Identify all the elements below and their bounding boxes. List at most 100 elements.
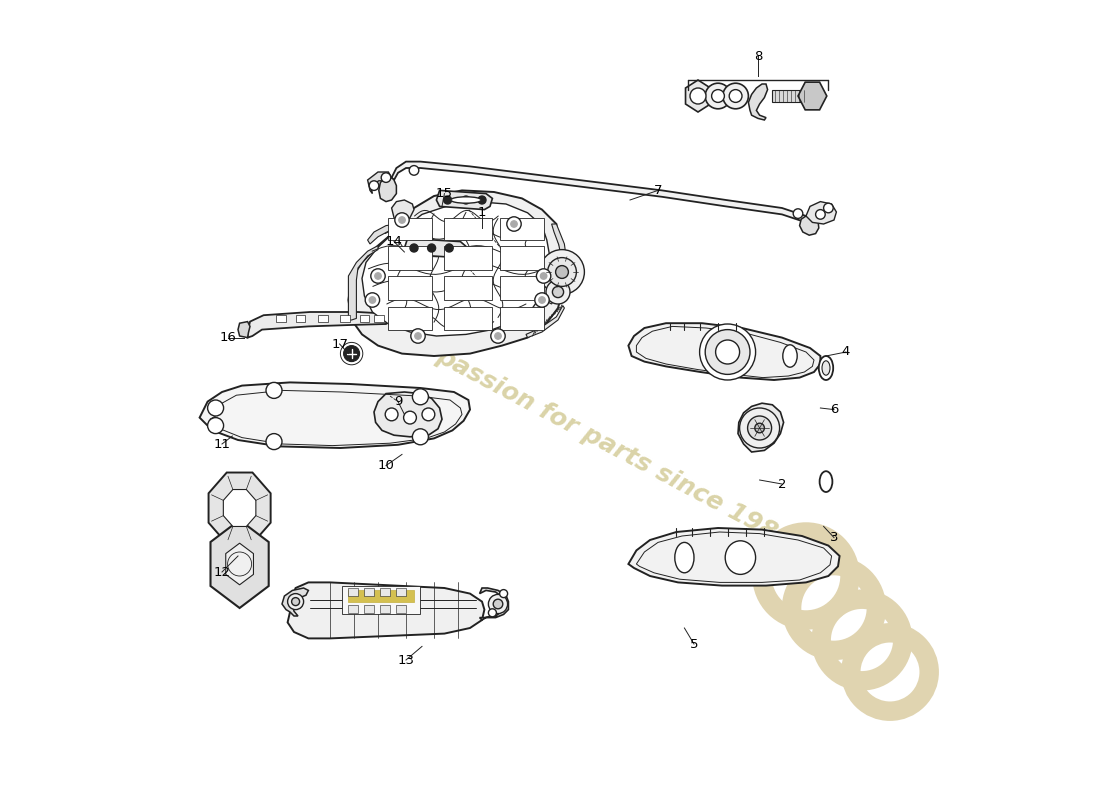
Circle shape bbox=[556, 266, 569, 278]
Circle shape bbox=[716, 340, 739, 364]
Circle shape bbox=[491, 329, 505, 343]
Ellipse shape bbox=[451, 197, 481, 203]
Circle shape bbox=[723, 83, 748, 109]
Circle shape bbox=[546, 280, 570, 304]
Text: 15: 15 bbox=[436, 187, 453, 200]
Circle shape bbox=[739, 408, 780, 448]
Polygon shape bbox=[374, 392, 442, 437]
Polygon shape bbox=[405, 238, 466, 258]
Circle shape bbox=[412, 389, 428, 405]
Circle shape bbox=[266, 434, 282, 450]
Circle shape bbox=[443, 196, 452, 204]
Text: 3: 3 bbox=[829, 531, 838, 544]
Polygon shape bbox=[396, 588, 406, 596]
Polygon shape bbox=[378, 178, 396, 202]
Polygon shape bbox=[444, 218, 493, 240]
Polygon shape bbox=[287, 582, 484, 638]
Polygon shape bbox=[396, 605, 406, 613]
Polygon shape bbox=[500, 246, 544, 270]
Circle shape bbox=[409, 166, 419, 175]
Ellipse shape bbox=[818, 356, 833, 380]
Polygon shape bbox=[392, 200, 414, 224]
Circle shape bbox=[729, 90, 743, 102]
Polygon shape bbox=[738, 403, 783, 452]
Circle shape bbox=[412, 429, 428, 445]
Polygon shape bbox=[248, 312, 388, 338]
Polygon shape bbox=[226, 543, 253, 585]
Polygon shape bbox=[628, 323, 821, 380]
Polygon shape bbox=[381, 588, 390, 596]
Polygon shape bbox=[349, 246, 378, 320]
Circle shape bbox=[690, 88, 706, 104]
Circle shape bbox=[510, 221, 517, 227]
Polygon shape bbox=[444, 307, 493, 330]
Circle shape bbox=[507, 217, 521, 231]
Polygon shape bbox=[772, 90, 806, 102]
Polygon shape bbox=[276, 315, 286, 322]
Polygon shape bbox=[340, 315, 350, 322]
Polygon shape bbox=[364, 588, 374, 596]
Circle shape bbox=[410, 329, 426, 343]
Circle shape bbox=[343, 346, 360, 362]
Text: 17: 17 bbox=[331, 338, 348, 350]
Circle shape bbox=[395, 213, 409, 227]
Polygon shape bbox=[388, 218, 432, 240]
Circle shape bbox=[535, 293, 549, 307]
Polygon shape bbox=[374, 315, 384, 322]
Circle shape bbox=[287, 594, 304, 610]
Circle shape bbox=[365, 293, 380, 307]
Polygon shape bbox=[282, 588, 308, 616]
Text: 6: 6 bbox=[829, 403, 838, 416]
Ellipse shape bbox=[783, 345, 798, 367]
Text: 13: 13 bbox=[397, 654, 415, 666]
Circle shape bbox=[292, 598, 299, 606]
Circle shape bbox=[404, 411, 417, 424]
Circle shape bbox=[208, 418, 223, 434]
Text: passion for parts since 1985: passion for parts since 1985 bbox=[432, 343, 796, 553]
Circle shape bbox=[385, 408, 398, 421]
Circle shape bbox=[548, 258, 576, 286]
Circle shape bbox=[422, 408, 435, 421]
Circle shape bbox=[478, 196, 486, 204]
Polygon shape bbox=[806, 202, 836, 224]
Text: 8: 8 bbox=[754, 50, 762, 62]
Polygon shape bbox=[800, 216, 818, 235]
Circle shape bbox=[370, 181, 378, 190]
Polygon shape bbox=[342, 586, 420, 614]
Polygon shape bbox=[209, 473, 271, 543]
Polygon shape bbox=[349, 190, 564, 356]
Circle shape bbox=[537, 269, 551, 283]
Polygon shape bbox=[388, 246, 432, 270]
Polygon shape bbox=[238, 322, 250, 338]
Polygon shape bbox=[444, 276, 493, 300]
Polygon shape bbox=[367, 172, 392, 194]
Circle shape bbox=[499, 590, 507, 598]
Polygon shape bbox=[500, 276, 544, 300]
Text: 2: 2 bbox=[778, 478, 786, 490]
Circle shape bbox=[712, 90, 725, 102]
Polygon shape bbox=[500, 218, 544, 240]
Text: 1: 1 bbox=[477, 206, 486, 218]
Polygon shape bbox=[748, 84, 768, 120]
Polygon shape bbox=[437, 190, 493, 210]
Circle shape bbox=[755, 423, 764, 433]
Circle shape bbox=[375, 273, 382, 279]
Polygon shape bbox=[392, 162, 806, 222]
Polygon shape bbox=[349, 588, 358, 596]
Circle shape bbox=[382, 173, 390, 182]
Polygon shape bbox=[199, 382, 470, 448]
Text: 11: 11 bbox=[213, 438, 231, 450]
Polygon shape bbox=[349, 590, 414, 602]
Polygon shape bbox=[362, 202, 550, 336]
Circle shape bbox=[370, 297, 375, 303]
Polygon shape bbox=[798, 82, 827, 110]
Text: 7: 7 bbox=[653, 184, 662, 197]
Text: 14: 14 bbox=[386, 235, 403, 248]
Polygon shape bbox=[685, 80, 711, 112]
Circle shape bbox=[399, 217, 405, 223]
Ellipse shape bbox=[674, 542, 694, 573]
Circle shape bbox=[540, 273, 547, 279]
Polygon shape bbox=[480, 588, 508, 620]
Circle shape bbox=[705, 83, 730, 109]
Polygon shape bbox=[549, 224, 566, 304]
